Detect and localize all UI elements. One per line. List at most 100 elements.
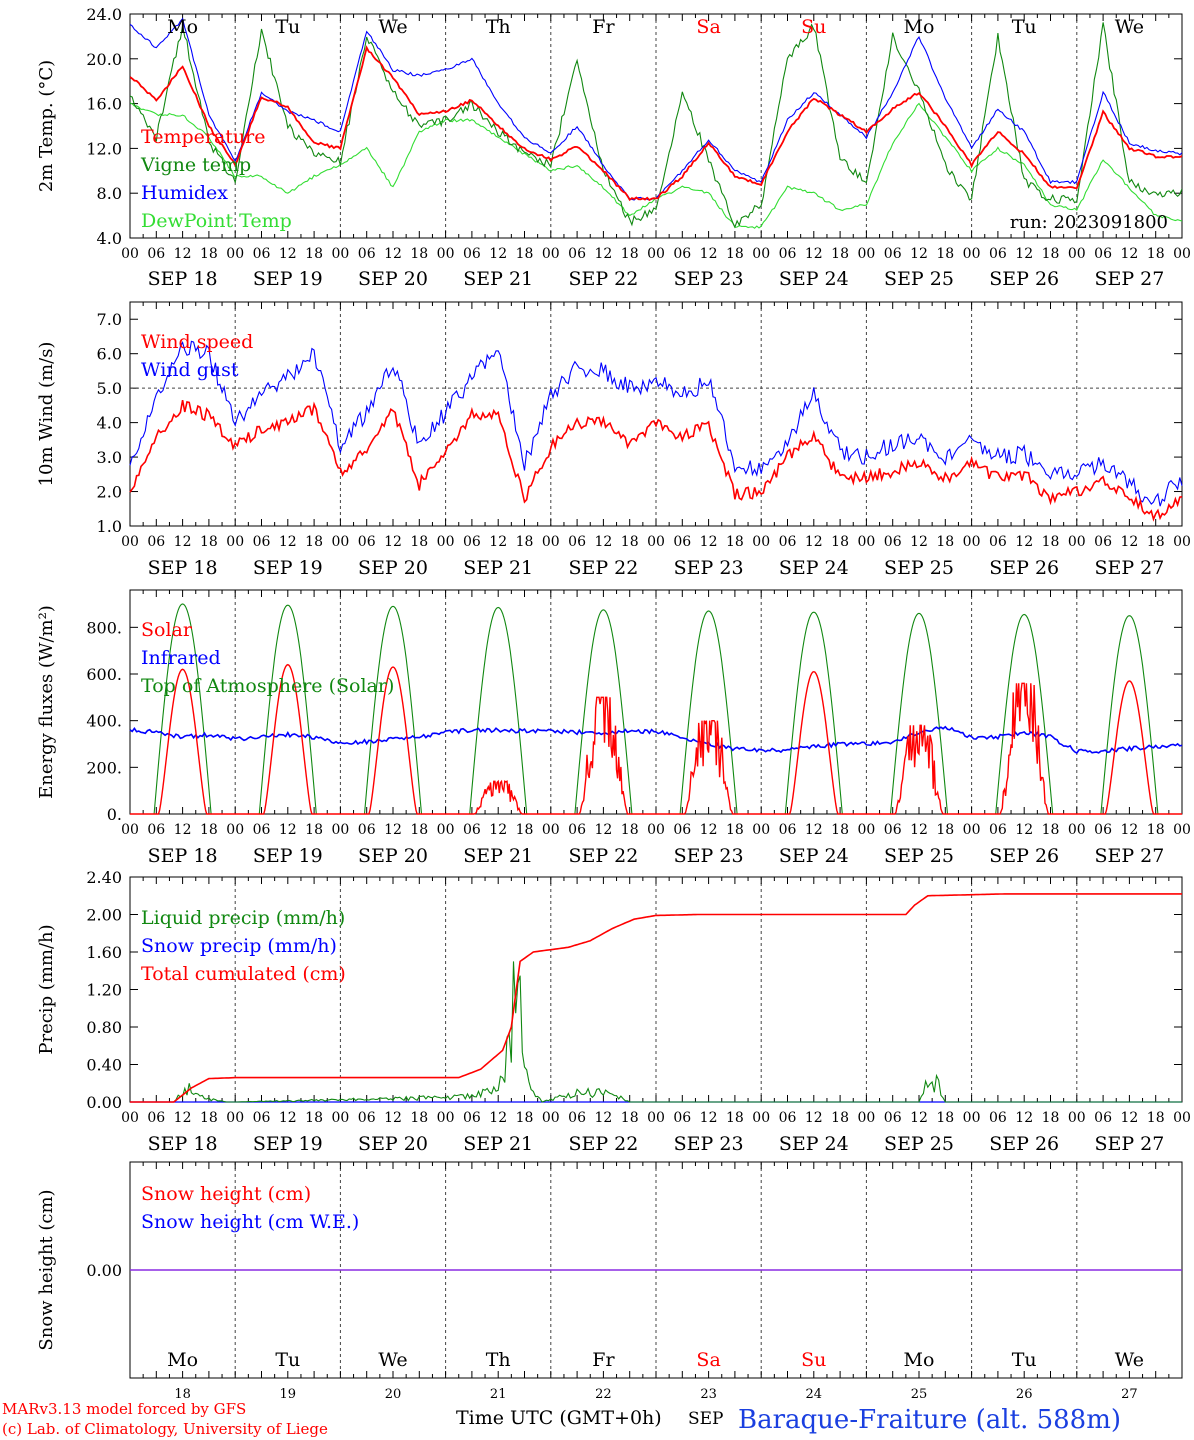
hour-tick-label: 18	[305, 1110, 323, 1126]
date-label: SEP 22	[568, 268, 638, 290]
day-name: We	[1115, 16, 1144, 38]
series-wind-gust	[129, 340, 1183, 507]
hour-tick-label: 00	[1068, 822, 1086, 838]
y-tick-label: 6.0	[97, 345, 122, 364]
y-tick-label: 800.	[86, 618, 122, 637]
panel-2: 00 06 12 18 00 06 12 18 00 06 12 18 00 06 12 18 00 06 12 18…	[36, 301, 1191, 579]
day-name: Fr	[592, 16, 615, 38]
hour-tick-label: 00	[1173, 534, 1191, 550]
y-tick-label: 24.0	[86, 5, 122, 24]
hour-tick-label: 06	[147, 822, 165, 838]
hour-tick-label: 12	[384, 822, 402, 838]
hour-tick-label: 12	[279, 534, 297, 550]
hour-tick-label: 06	[147, 1110, 165, 1126]
hour-tick-label: 06	[884, 534, 902, 550]
hour-tick-label: 12	[1120, 822, 1138, 838]
date-label: SEP 26	[989, 268, 1059, 290]
day-name: Su	[801, 16, 826, 38]
hour-tick-label: 18	[726, 1110, 744, 1126]
date-label: SEP 18	[148, 1133, 218, 1155]
legend-entry: Snow precip (mm/h)	[141, 935, 337, 957]
hour-tick-label: 18	[831, 534, 849, 550]
hour-tick-label: 00	[121, 1110, 139, 1126]
date-label: SEP 26	[989, 845, 1059, 867]
date-label: SEP 22	[568, 1133, 638, 1155]
hour-tick-label: 00	[331, 822, 349, 838]
day-number: 18	[174, 1387, 191, 1402]
hour-tick-label: 00	[331, 246, 349, 262]
legend-entry: Top of Atmosphere (Solar)	[141, 675, 394, 697]
y-axis-label: 2m Temp. (°C)	[36, 60, 57, 192]
hour-tick-label: 12	[700, 1110, 718, 1126]
hour-tick-label: 00	[226, 246, 244, 262]
date-label: SEP 23	[674, 845, 744, 867]
hour-tick-label: 18	[936, 534, 954, 550]
x-axis-label: Time UTC (GMT+0h)	[456, 1407, 662, 1429]
hour-tick-label: 18	[621, 246, 639, 262]
hour-tick-label: 12	[1120, 534, 1138, 550]
hour-tick-label: 12	[805, 534, 823, 550]
date-label: SEP 21	[463, 268, 533, 290]
day-name: Mo	[167, 1349, 198, 1371]
hour-tick-label: 06	[779, 822, 797, 838]
hour-tick-label: 06	[673, 822, 691, 838]
hour-tick-label: 00	[121, 534, 139, 550]
legend-entry: Solar	[141, 619, 193, 641]
hour-tick-label: 06	[989, 534, 1007, 550]
hour-tick-label: 00	[752, 534, 770, 550]
hour-tick-label: 06	[1094, 246, 1112, 262]
y-tick-label: 1.0	[97, 517, 122, 536]
hour-tick-label: 18	[936, 822, 954, 838]
hour-tick-label: 18	[200, 1110, 218, 1126]
hour-tick-label: 06	[673, 246, 691, 262]
day-name: We	[378, 16, 407, 38]
hour-tick-label: 00	[647, 822, 665, 838]
date-label: SEP 18	[148, 557, 218, 579]
series-liquid-precip	[130, 961, 1182, 1103]
hour-tick-label: 00	[437, 534, 455, 550]
hour-tick-label: 12	[279, 822, 297, 838]
hour-tick-label: 06	[989, 1110, 1007, 1126]
hour-tick-label: 00	[437, 822, 455, 838]
hour-tick-label: 06	[358, 822, 376, 838]
hour-tick-label: 00	[437, 1110, 455, 1126]
y-tick-label: 7.0	[97, 310, 122, 329]
y-tick-label: 20.0	[86, 50, 122, 69]
hour-tick-label: 06	[779, 246, 797, 262]
hour-tick-label: 18	[1042, 1110, 1060, 1126]
legend-entry: Temperature	[141, 126, 265, 148]
date-label: SEP 18	[148, 845, 218, 867]
date-label: SEP 27	[1094, 268, 1164, 290]
hour-tick-label: 18	[936, 246, 954, 262]
hour-tick-label: 06	[358, 1110, 376, 1126]
day-name: Tu	[275, 16, 300, 38]
hour-tick-label: 18	[410, 822, 428, 838]
hour-tick-label: 12	[700, 534, 718, 550]
panel-frame	[129, 589, 1183, 815]
hour-tick-label: 06	[358, 246, 376, 262]
hour-tick-label: 18	[1147, 246, 1165, 262]
day-number: 23	[700, 1387, 717, 1402]
legend-entry: Snow height (cm)	[141, 1183, 311, 1205]
hour-tick-label: 00	[647, 534, 665, 550]
date-label: SEP 20	[358, 268, 428, 290]
date-label: SEP 20	[358, 1133, 428, 1155]
panel-1: 00 06 12 18 00 06 12 18 00 06 12 18 00 06 12 18 00 06 12 18…	[36, 5, 1191, 290]
hour-tick-label: 00	[1068, 534, 1086, 550]
station-label: Baraque-Fraiture (alt. 588m)	[738, 1405, 1121, 1435]
legend-entry: Wind gust	[141, 359, 239, 381]
hour-tick-label: 06	[884, 1110, 902, 1126]
y-tick-label: 3.0	[97, 448, 122, 467]
date-label: SEP 27	[1094, 557, 1164, 579]
hour-tick-label: 12	[910, 822, 928, 838]
day-name: Mo	[904, 16, 935, 38]
hour-tick-label: 12	[594, 822, 612, 838]
day-name: Su	[801, 1349, 826, 1371]
hour-tick-label: 00	[331, 534, 349, 550]
hour-tick-label: 00	[1173, 822, 1191, 838]
day-number: 20	[385, 1387, 402, 1402]
hour-tick-label: 06	[463, 246, 481, 262]
hour-tick-label: 12	[174, 1110, 192, 1126]
hour-tick-label: 06	[253, 534, 271, 550]
